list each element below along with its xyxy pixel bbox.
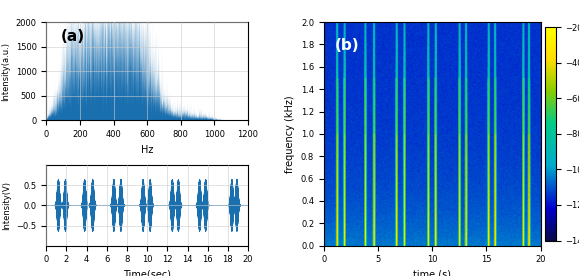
Text: (b): (b): [335, 38, 360, 53]
X-axis label: Time(sec): Time(sec): [123, 270, 171, 276]
Y-axis label: frequency (kHz): frequency (kHz): [285, 95, 295, 173]
X-axis label: Hz: Hz: [141, 145, 153, 155]
Y-axis label: Intensity(V): Intensity(V): [2, 181, 11, 230]
Text: (a): (a): [60, 29, 85, 44]
Y-axis label: Intensity(a.u.): Intensity(a.u.): [1, 42, 10, 101]
X-axis label: time (s): time (s): [413, 270, 451, 276]
